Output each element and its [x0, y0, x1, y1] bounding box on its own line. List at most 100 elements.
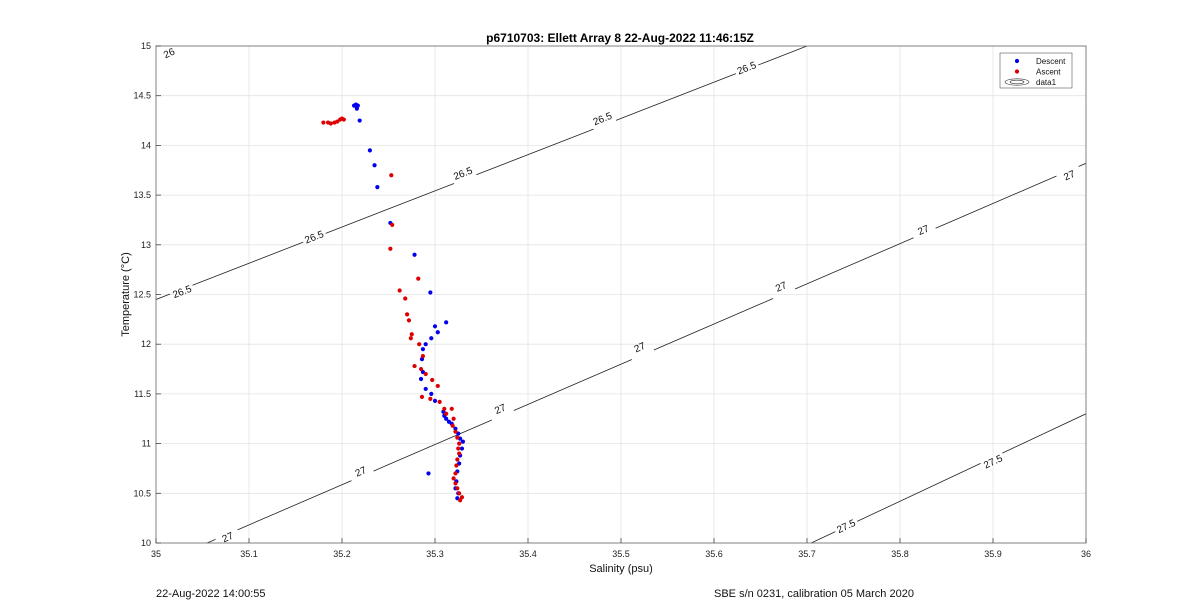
- y-tick-label: 10: [141, 538, 151, 548]
- descent-point: [428, 290, 433, 295]
- descent-point: [432, 324, 438, 329]
- ascent-point: [416, 276, 421, 281]
- contour-line-27: [206, 538, 216, 543]
- ascent-point: [437, 399, 442, 404]
- x-tick-label: 35.2: [333, 549, 351, 559]
- legend-marker-contour: [1009, 79, 1025, 85]
- ascent-point: [417, 342, 422, 347]
- contour-label: 26.5: [736, 60, 759, 77]
- ascent-point: [406, 318, 412, 323]
- contour-line-26-5: [615, 73, 737, 121]
- y-tick-label: 14: [141, 140, 151, 150]
- grid-lines: [155, 45, 1087, 544]
- descent-point: [429, 391, 434, 396]
- contour-label: 26.5: [303, 229, 326, 246]
- ascent-point: [444, 411, 449, 416]
- ascent-point: [423, 371, 428, 377]
- ascent-point: [455, 486, 460, 491]
- x-tick-label: 35.4: [519, 549, 537, 559]
- ascent-point: [451, 416, 456, 421]
- ascent-point: [442, 406, 447, 411]
- ascent-point: [451, 476, 456, 481]
- contour-line-26: [177, 34, 193, 41]
- ascent-point: [418, 366, 424, 372]
- ascent-point: [408, 336, 413, 341]
- contour-label: 26.5: [171, 284, 194, 301]
- legend-box: [999, 52, 1073, 89]
- descent-point: [418, 376, 424, 382]
- footer-timestamp: 22-Aug-2022 14:00:55: [156, 588, 266, 600]
- descent-point: [423, 342, 428, 347]
- contour-line-27: [237, 480, 352, 531]
- ascent-point: [428, 396, 433, 401]
- contour-line-26-5: [476, 128, 594, 176]
- descent-point: [432, 398, 438, 403]
- y-tick-label: 13: [141, 240, 151, 250]
- y-axis-label: Temperature (°C): [120, 252, 132, 336]
- ascent-point: [412, 363, 417, 369]
- x-tick-label: 35.7: [798, 549, 816, 559]
- x-axis-label: Salinity (psu): [589, 563, 653, 575]
- ascent-point: [321, 120, 326, 125]
- ascent-point: [389, 173, 394, 178]
- x-tick-label: 36: [1081, 549, 1091, 559]
- descent-point: [375, 185, 380, 190]
- ascent-point: [328, 121, 333, 126]
- contour-label: 27: [354, 465, 369, 480]
- legend-label-ascent: Ascent: [1036, 68, 1061, 77]
- data-points: [321, 102, 465, 503]
- contour-line-27-5: [1002, 413, 1086, 454]
- legend-marker-ascent: [1014, 69, 1020, 74]
- y-tick-label: 15: [141, 41, 151, 51]
- contour-label: 27: [493, 402, 508, 417]
- descent-point: [420, 347, 426, 352]
- ascent-point: [403, 296, 408, 301]
- descent-point: [444, 320, 449, 325]
- contour-line-26-5: [758, 46, 808, 66]
- ascent-point: [430, 377, 435, 383]
- y-tick-label: 11: [142, 439, 151, 449]
- ascent-point: [388, 246, 393, 251]
- contour-line-27: [513, 359, 633, 411]
- ascent-point: [453, 429, 458, 434]
- ascent-point: [457, 491, 462, 496]
- ascent-point: [450, 423, 455, 428]
- ascent-point: [420, 354, 426, 359]
- x-tick-label: 35.5: [612, 549, 630, 559]
- ascent-point: [458, 498, 463, 503]
- ascent-point: [341, 117, 346, 122]
- ascent-point: [454, 463, 459, 468]
- contour-label: 26: [162, 46, 177, 61]
- descent-point: [453, 426, 458, 431]
- contour-line-27: [935, 175, 1057, 229]
- contour-line-27-5: [856, 462, 981, 522]
- contour-line-27: [1078, 162, 1086, 167]
- ascent-point: [449, 406, 454, 411]
- descent-point: [426, 471, 431, 476]
- axis-ticks: 35 35.1 35.2 35.3 35.4 35.5 35.6 35.7 35.8 35.9 36…: [133, 41, 1091, 559]
- ascent-point: [390, 222, 395, 228]
- contour-line-27: [794, 237, 914, 290]
- ascent-point: [455, 435, 460, 440]
- x-tick-label: 35.9: [984, 549, 1002, 559]
- contour-label: 27: [1062, 169, 1077, 184]
- footer-sensor-info: SBE s/n 0231, calibration 05 March 2020: [714, 588, 914, 600]
- x-tick-label: 35.8: [891, 549, 909, 559]
- ascent-point: [453, 481, 458, 486]
- legend-label-descent: Descent: [1036, 57, 1066, 66]
- ascent-point: [457, 441, 462, 446]
- contour-label: 27: [633, 341, 648, 356]
- x-tick-label: 35.3: [426, 549, 444, 559]
- contour-label: 27: [221, 531, 236, 546]
- contour-line-27: [373, 419, 493, 472]
- descent-point: [367, 148, 372, 153]
- x-tick-label: 35: [151, 549, 161, 559]
- ascent-point: [397, 288, 402, 293]
- contour-label: 26.5: [592, 111, 615, 128]
- series-descent: [351, 102, 465, 501]
- descent-point: [412, 252, 417, 257]
- descent-point: [444, 416, 449, 421]
- ascent-point: [457, 451, 462, 456]
